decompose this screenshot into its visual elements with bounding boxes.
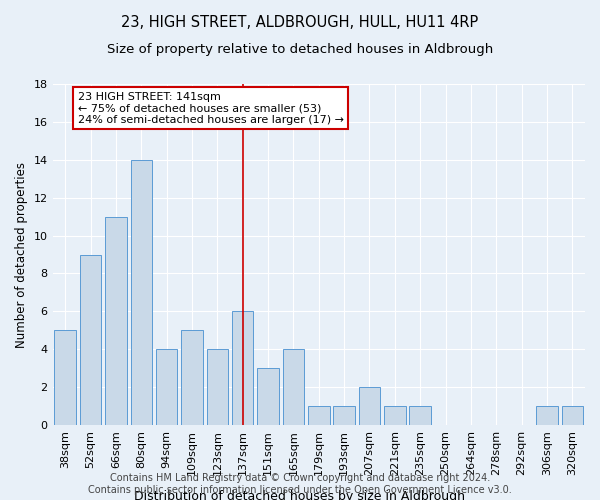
Text: Contains HM Land Registry data © Crown copyright and database right 2024.
Contai: Contains HM Land Registry data © Crown c… bbox=[88, 474, 512, 495]
Bar bbox=[308, 406, 329, 425]
Y-axis label: Number of detached properties: Number of detached properties bbox=[15, 162, 28, 348]
Text: 23, HIGH STREET, ALDBROUGH, HULL, HU11 4RP: 23, HIGH STREET, ALDBROUGH, HULL, HU11 4… bbox=[121, 15, 479, 30]
Text: 23 HIGH STREET: 141sqm
← 75% of detached houses are smaller (53)
24% of semi-det: 23 HIGH STREET: 141sqm ← 75% of detached… bbox=[78, 92, 344, 125]
Bar bbox=[206, 349, 228, 425]
Bar bbox=[156, 349, 178, 425]
Bar bbox=[283, 349, 304, 425]
Bar bbox=[181, 330, 203, 425]
Bar bbox=[409, 406, 431, 425]
Bar bbox=[359, 387, 380, 425]
Bar bbox=[232, 312, 253, 425]
Bar bbox=[80, 254, 101, 425]
Bar bbox=[334, 406, 355, 425]
Bar bbox=[257, 368, 279, 425]
Bar bbox=[384, 406, 406, 425]
Bar bbox=[55, 330, 76, 425]
Text: Distribution of detached houses by size in Aldbrough: Distribution of detached houses by size … bbox=[134, 490, 466, 500]
Bar bbox=[536, 406, 558, 425]
Bar bbox=[562, 406, 583, 425]
Text: Size of property relative to detached houses in Aldbrough: Size of property relative to detached ho… bbox=[107, 42, 493, 56]
Bar bbox=[131, 160, 152, 425]
Bar bbox=[105, 216, 127, 425]
